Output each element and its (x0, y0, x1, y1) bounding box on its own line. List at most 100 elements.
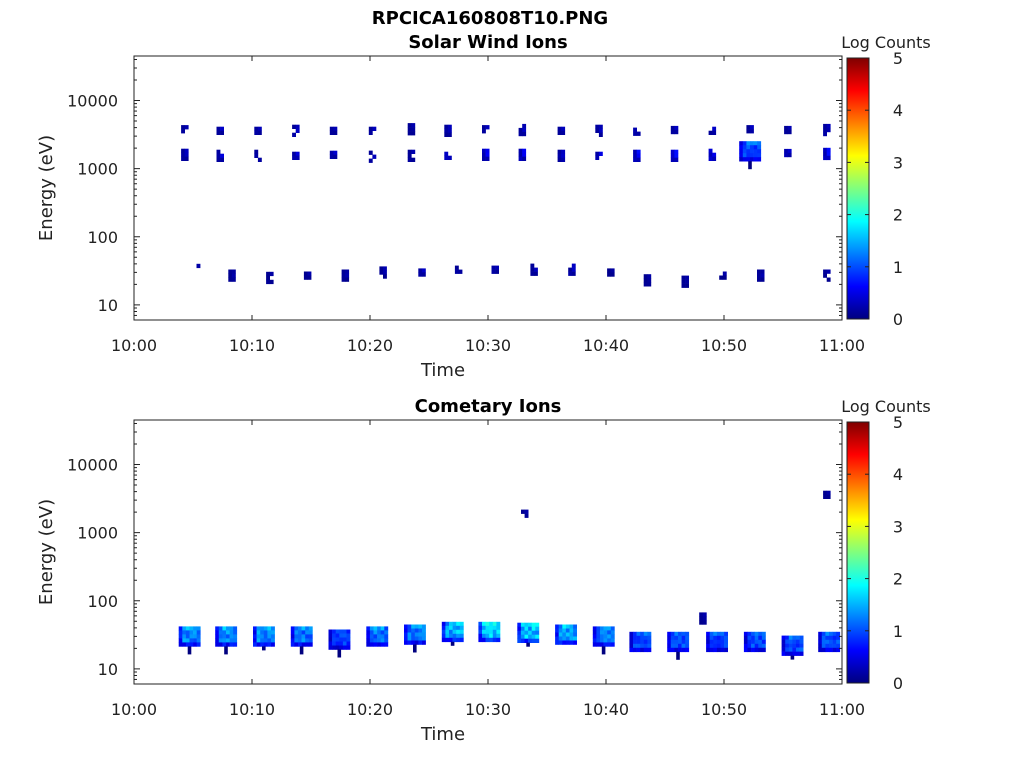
colorbar-tick-label: 4 (893, 465, 903, 484)
data-cell (706, 631, 728, 653)
colorbar-tick-label: 1 (893, 258, 903, 277)
x-tick-label: 10:40 (583, 700, 629, 719)
data-cell (818, 631, 841, 653)
y-tick-label: 10000 (67, 456, 118, 475)
y-tick-label: 10000 (67, 92, 118, 111)
data-cell (670, 125, 679, 135)
data-cell (708, 126, 717, 135)
data-cell (633, 127, 641, 136)
data-cell (341, 269, 350, 282)
data-cell (784, 148, 792, 158)
data-cell (530, 263, 538, 276)
data-cell (681, 275, 689, 288)
y-tick-label: 1000 (77, 160, 118, 179)
data-cell (266, 271, 274, 285)
data-cell (595, 124, 603, 137)
plot-frame (133, 55, 843, 321)
plot-frame (133, 419, 843, 685)
data-cell (329, 150, 338, 159)
data-cell (823, 269, 831, 282)
data-cell (404, 624, 426, 653)
data-cell (441, 621, 464, 646)
colorbar-tick-label: 2 (893, 570, 903, 589)
data-cell (216, 126, 224, 135)
data-cell (368, 150, 377, 163)
y-tick-label: 10 (98, 660, 118, 679)
data-cell (784, 125, 792, 135)
colorbar-tick-label: 3 (893, 517, 903, 536)
x-tick-label: 10:30 (465, 700, 511, 719)
data-cell (407, 123, 416, 136)
data-cell (444, 124, 452, 137)
x-tick-label: 10:30 (465, 336, 511, 355)
data-cell (216, 149, 224, 162)
data-cell (719, 271, 727, 280)
x-tick-label: 11:00 (819, 336, 865, 355)
data-cell (568, 263, 576, 276)
colorbar-tick-label: 2 (893, 206, 903, 225)
data-cell (366, 626, 389, 647)
data-cell (228, 269, 236, 282)
data-cell (491, 265, 499, 274)
data-cell (379, 266, 387, 279)
data-cell (215, 626, 238, 655)
data-cell (557, 126, 566, 135)
data-cell (633, 149, 641, 162)
data-cell (595, 151, 603, 160)
x-axis-label: Time (420, 724, 465, 745)
data-cell (557, 149, 566, 162)
x-tick-label: 10:40 (583, 336, 629, 355)
data-cell (743, 631, 766, 653)
data-cell (253, 626, 275, 651)
data-cell (478, 621, 501, 643)
data-cell (418, 268, 426, 277)
y-tick-label: 10 (98, 296, 118, 315)
data-cell (739, 141, 762, 170)
data-cell (444, 151, 452, 160)
data-cell (823, 490, 831, 499)
data-cell (454, 265, 463, 274)
colorbar-label: Log Counts (841, 33, 931, 52)
x-tick-label: 10:50 (701, 336, 747, 355)
x-tick-label: 10:50 (701, 700, 747, 719)
data-cell (629, 631, 652, 653)
colorbar-tick-label: 5 (893, 49, 903, 68)
x-tick-label: 10:10 (229, 336, 275, 355)
data-layer (181, 123, 831, 288)
panel-title: Solar Wind Ions (408, 32, 567, 53)
data-cell (254, 126, 262, 135)
colorbar-scale (846, 57, 870, 320)
data-cell (328, 629, 351, 658)
y-axis-label: Energy (eV) (36, 135, 57, 241)
data-cell (290, 626, 313, 655)
x-axis-label: Time (420, 360, 465, 381)
colorbar-label: Log Counts (841, 397, 931, 416)
data-cell (181, 148, 189, 161)
panel-title: Cometary Ions (415, 396, 562, 417)
data-cell (292, 151, 300, 160)
colorbar-tick-label: 0 (893, 310, 903, 329)
colorbar-tick-label: 3 (893, 153, 903, 172)
colorbar-tick-label: 1 (893, 622, 903, 641)
data-cell (823, 147, 831, 161)
y-tick-label: 100 (87, 592, 118, 611)
data-cell (708, 148, 717, 161)
colorbar-tick-label: 0 (893, 674, 903, 693)
data-cell (518, 123, 527, 137)
data-cell (667, 631, 690, 660)
data-cell (482, 148, 490, 161)
x-tick-label: 10:20 (347, 700, 393, 719)
data-cell (181, 125, 189, 134)
data-cell (746, 125, 754, 134)
data-cell (823, 123, 831, 137)
data-cell (699, 612, 707, 625)
y-axis-label: Energy (eV) (36, 499, 57, 605)
data-layer (178, 490, 841, 660)
y-tick-label: 1000 (77, 524, 118, 543)
data-cell (482, 125, 490, 134)
data-cell (592, 626, 615, 655)
